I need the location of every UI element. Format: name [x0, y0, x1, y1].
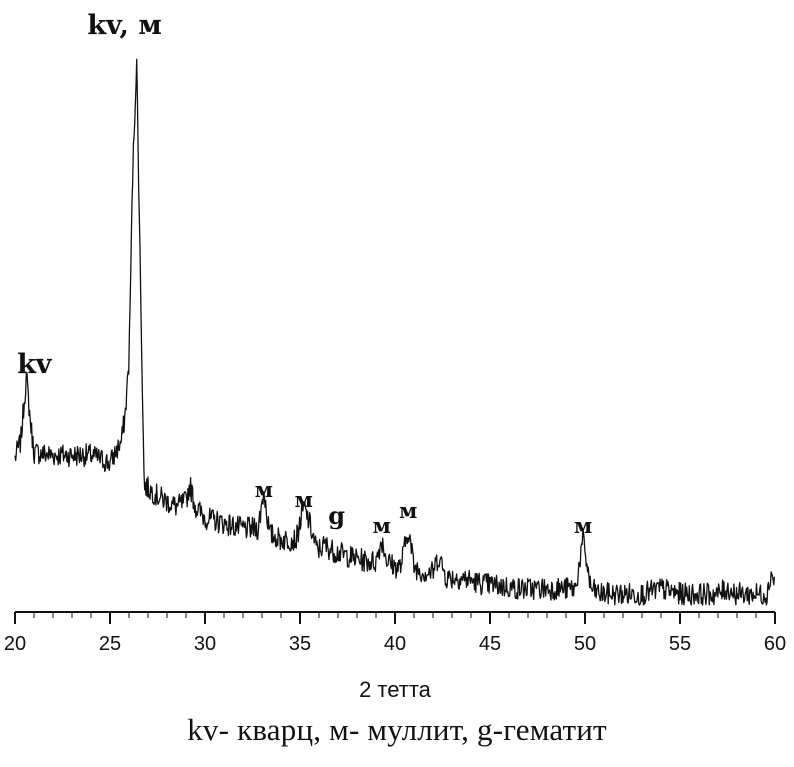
series-group [14, 58, 776, 606]
peak-label: kv, м [87, 10, 161, 41]
x-tick-label: 35 [289, 633, 311, 655]
x-tick-label: 40 [384, 633, 406, 655]
x-tick-label: 55 [669, 633, 691, 655]
peak-label: м [255, 477, 273, 502]
x-tick-label: 30 [194, 633, 216, 655]
peak-label: м [295, 487, 313, 512]
figure-caption: kv- кварц, м- муллит, g-гематит [187, 712, 607, 747]
x-tick-label: 60 [764, 633, 786, 655]
peak-label: kv [17, 349, 53, 380]
peak-label: м [373, 513, 391, 538]
x-tick-label: 25 [99, 633, 121, 655]
x-tick-label: 20 [4, 633, 26, 655]
series-line [14, 58, 776, 606]
x-tick-label: 50 [574, 633, 596, 655]
peak-label: м [574, 513, 592, 538]
peak-label: м [399, 498, 417, 523]
x-tick-label: 45 [479, 633, 501, 655]
x-axis: 20 25 30 35 40 45 50 55 60 [4, 611, 786, 655]
peak-label: g [328, 501, 345, 530]
x-axis-title: 2 тетта [359, 677, 432, 702]
